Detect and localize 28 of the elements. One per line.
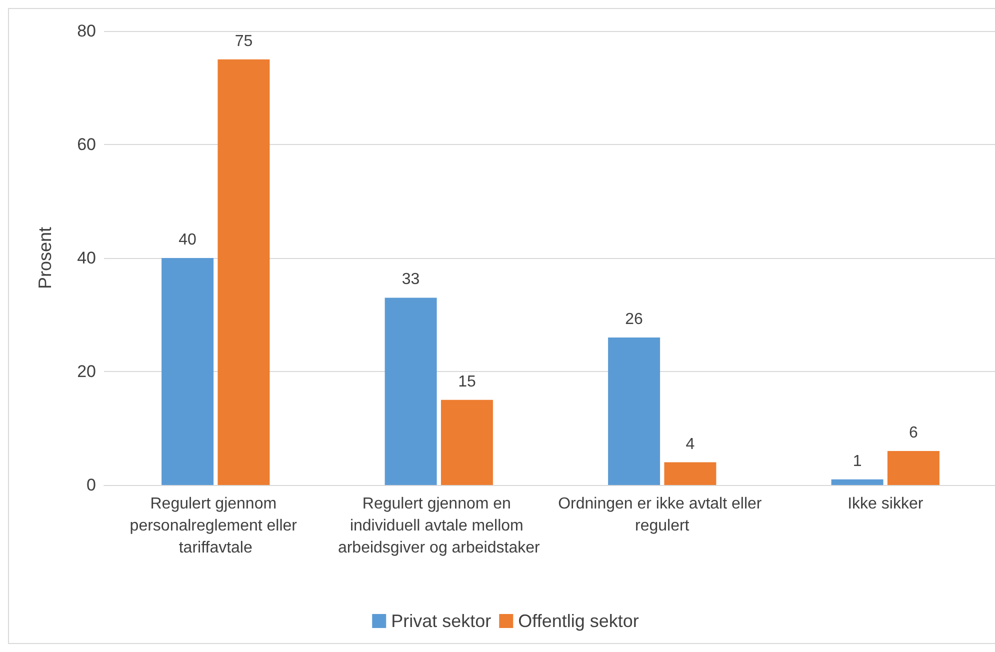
x-tick-label: Ordningen er ikke avtalt eller regulert bbox=[558, 496, 766, 534]
legend-label: Offentlig sektor bbox=[518, 611, 639, 631]
data-label: 75 bbox=[234, 32, 253, 50]
bar bbox=[608, 337, 660, 485]
data-label: 1 bbox=[852, 452, 862, 470]
y-tick-label: 0 bbox=[86, 476, 96, 494]
data-label: 4 bbox=[686, 436, 695, 453]
x-tick-label: Regulert gjennom personalreglement eller tariffavtale bbox=[130, 496, 302, 556]
data-label: 6 bbox=[909, 424, 918, 442]
bar bbox=[218, 59, 270, 485]
bar bbox=[831, 479, 884, 485]
data-label: 40 bbox=[178, 232, 197, 248]
bar bbox=[887, 450, 940, 485]
y-tick-label: 80 bbox=[77, 22, 96, 40]
y-tick-label: 40 bbox=[77, 248, 96, 268]
y-tick-label: 20 bbox=[77, 362, 96, 381]
data-label: 33 bbox=[402, 271, 420, 288]
data-label: 15 bbox=[458, 373, 476, 390]
bar bbox=[440, 400, 493, 485]
y-axis-title: Prosent bbox=[35, 226, 55, 290]
bar bbox=[162, 258, 214, 485]
bar bbox=[664, 462, 716, 485]
legend-label: Privat sektor bbox=[391, 611, 492, 631]
x-tick-label: Regulert gjennom en individuell avtale mellom arbeidsgiver og arbeidstaker bbox=[338, 496, 540, 556]
data-label: 26 bbox=[625, 310, 644, 328]
x-tick-label: Ikke sikker bbox=[848, 496, 924, 512]
bar bbox=[384, 298, 437, 485]
y-tick-label: 60 bbox=[77, 135, 96, 154]
